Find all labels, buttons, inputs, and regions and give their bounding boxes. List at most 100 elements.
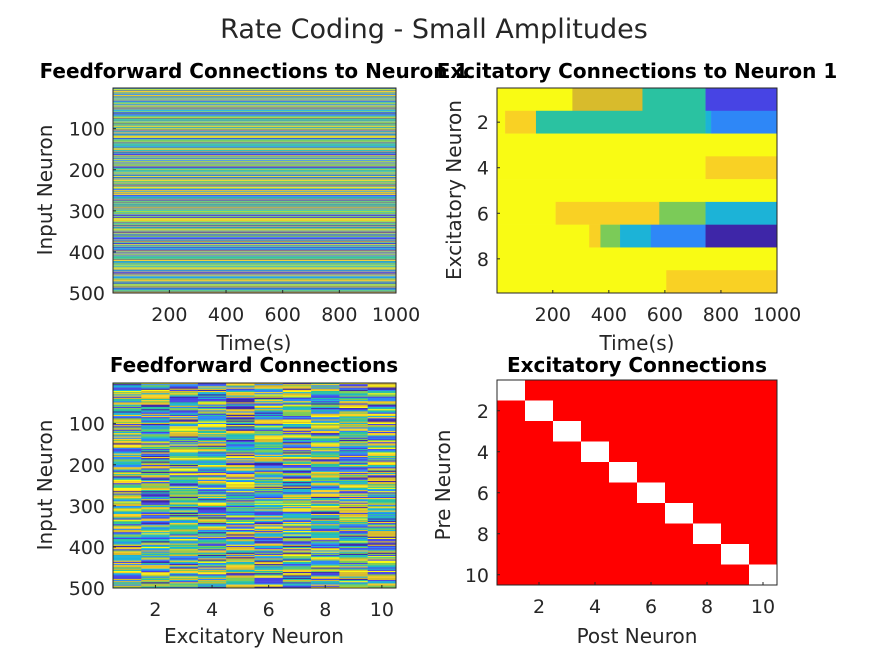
heatmap-cell — [197, 573, 227, 575]
heatmap-cell — [169, 491, 199, 493]
heatmap-cell — [282, 501, 312, 503]
heatmap-cell — [113, 387, 142, 389]
matrix-cell — [637, 441, 666, 463]
heatmap-cell — [367, 466, 397, 468]
heatmap-row — [113, 190, 396, 192]
heatmap-cell — [197, 561, 227, 564]
heatmap-cell — [339, 557, 368, 559]
x-ticks: 2 4 6 8 10 — [149, 585, 394, 621]
heatmap-cell — [620, 224, 652, 248]
heatmap-cell — [282, 425, 312, 427]
heatmap-cell — [113, 413, 142, 416]
heatmap-cell — [311, 496, 340, 499]
heatmap-cell — [282, 560, 312, 563]
heatmap-cell — [197, 541, 227, 543]
heatmap-cell — [113, 435, 142, 437]
heatmap-cell — [197, 508, 227, 510]
heatmap-cell — [113, 466, 142, 468]
heatmap-cell — [311, 466, 340, 468]
heatmap-cell — [254, 411, 283, 413]
heatmap-row — [113, 232, 396, 234]
heatmap-cell — [141, 401, 170, 403]
heatmap-cell — [141, 435, 170, 437]
heatmap-row — [113, 112, 396, 114]
heatmap-cell — [169, 466, 199, 468]
heatmap-cell — [169, 572, 199, 574]
heatmap-cell — [169, 511, 199, 514]
heatmap-cell — [197, 463, 227, 466]
heatmap-cell — [311, 459, 340, 461]
heatmap-cell — [197, 510, 227, 512]
heatmap-cell — [339, 525, 368, 527]
matrix-cell — [553, 544, 582, 565]
heatmap-row — [113, 210, 396, 211]
heatmap-cell — [169, 483, 199, 485]
heatmap-cell — [254, 400, 283, 402]
heatmap-cell — [141, 528, 170, 531]
heatmap-cell — [141, 548, 170, 550]
heatmap-cell — [367, 410, 397, 412]
heatmap-cell — [141, 516, 170, 518]
heatmap-cell — [311, 543, 340, 545]
heatmap-cell — [113, 390, 142, 393]
heatmap-cell — [169, 469, 199, 471]
heatmap-cell — [339, 469, 368, 471]
heatmap-cell — [367, 488, 397, 491]
y-tick-label: 4 — [477, 158, 489, 180]
heatmap-row — [113, 101, 396, 103]
heatmap-row — [113, 124, 396, 126]
heatmap-cell — [339, 417, 368, 419]
heatmap-cell — [339, 472, 368, 475]
heatmap-cell — [367, 419, 397, 421]
heatmap-cell — [197, 520, 227, 523]
heatmap-cell — [367, 507, 397, 509]
heatmap-cell — [197, 384, 227, 386]
heatmap-row — [113, 288, 396, 289]
heatmap-cell — [367, 408, 397, 410]
heatmap-row — [113, 245, 396, 247]
heatmap-cell — [282, 418, 312, 420]
heatmap-cell — [141, 383, 170, 385]
heatmap-cell — [197, 465, 227, 467]
heatmap-cell — [311, 393, 340, 395]
heatmap-cell — [141, 472, 170, 475]
heatmap-cell — [226, 387, 255, 389]
heatmap-cell — [339, 437, 368, 440]
heatmap-cell — [367, 576, 397, 578]
heatmap-cell — [282, 429, 312, 432]
heatmap-cell — [169, 556, 199, 558]
heatmap-cell — [367, 475, 397, 477]
heatmap-cell — [197, 521, 227, 524]
heatmap-cell — [367, 385, 397, 387]
heatmap-cell — [113, 566, 142, 568]
heatmap-cell — [169, 552, 199, 555]
heatmap-cell — [169, 582, 199, 584]
heatmap-cell — [367, 397, 397, 400]
heatmap-cell — [197, 527, 227, 529]
heatmap-cell — [226, 567, 255, 569]
heatmap-cell — [169, 537, 199, 540]
heatmap-cell — [169, 504, 199, 507]
heatmap-cell — [311, 531, 340, 533]
heatmap-cell — [311, 490, 340, 492]
x-tick-label: 4 — [589, 596, 601, 618]
heatmap-cell — [311, 386, 340, 388]
heatmap-cell — [197, 466, 227, 468]
heatmap-cell — [226, 422, 255, 425]
heatmap-cell — [169, 433, 199, 435]
heatmap-cell — [282, 384, 312, 386]
heatmap-cell — [367, 430, 397, 433]
heatmap-cell — [339, 510, 368, 512]
heatmap-cell — [113, 397, 142, 400]
heatmap-cell — [226, 517, 255, 519]
heatmap-cell — [254, 565, 283, 567]
heatmap-cell — [282, 496, 312, 499]
heatmap-cell — [254, 462, 283, 465]
heatmap-cell — [197, 560, 227, 563]
heatmap-cell — [226, 402, 255, 404]
heatmap-cell — [113, 401, 142, 403]
heatmap-cell — [226, 569, 255, 572]
heatmap-cell — [197, 480, 227, 483]
heatmap-cell — [197, 554, 227, 557]
heatmap-row — [113, 94, 396, 95]
